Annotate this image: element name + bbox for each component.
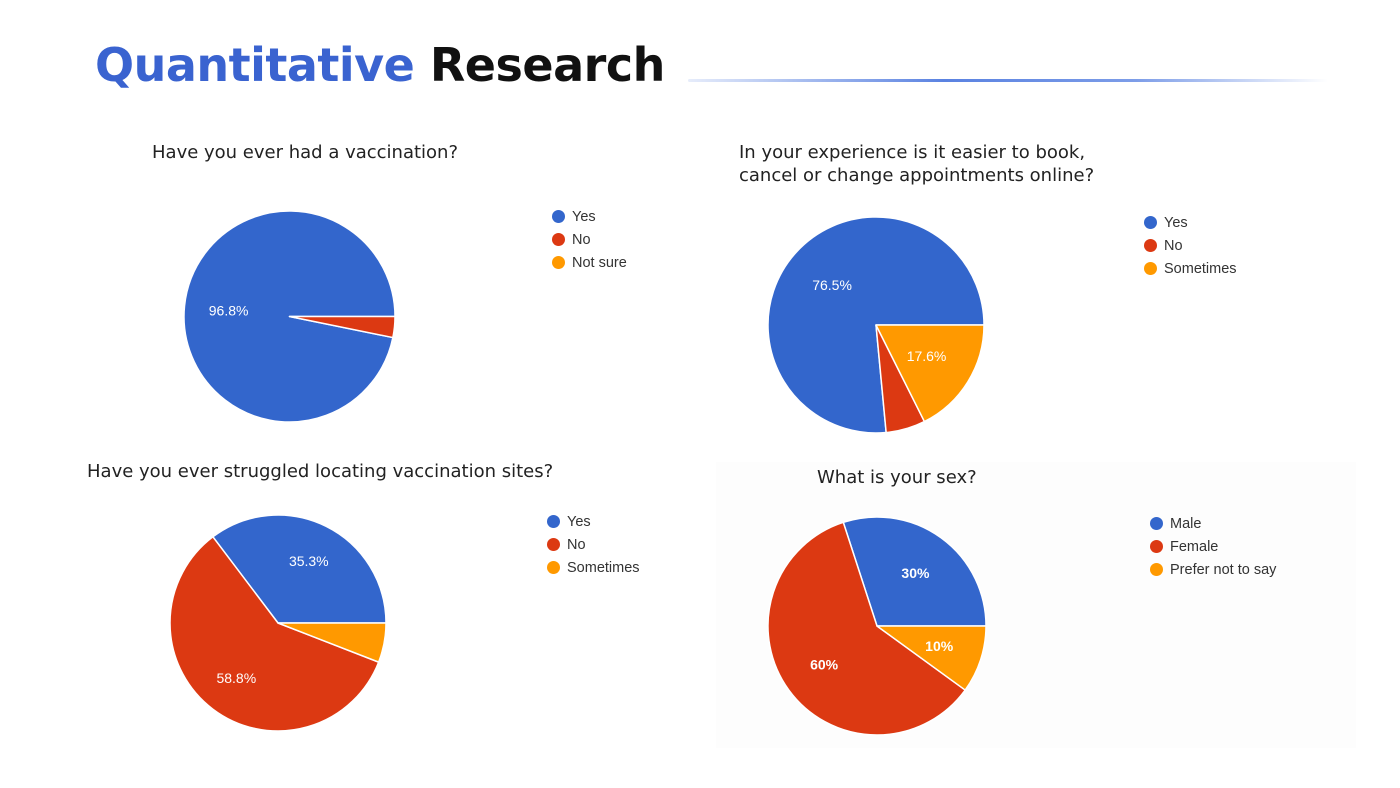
legend-label: Sometimes: [1164, 260, 1237, 277]
chart-2-label-sometimes: 17.6%: [907, 348, 947, 364]
chart-4-legend: Male Female Prefer not to say: [1150, 512, 1276, 581]
legend-label: Female: [1170, 538, 1219, 555]
chart-3-title: Have you ever struggled locating vaccina…: [87, 461, 554, 482]
legend-dot-icon: [1150, 540, 1163, 553]
chart-3-pie: 35.3% 58.8%: [169, 514, 387, 732]
legend-dot-icon: [547, 515, 560, 528]
legend-dot-icon: [1150, 563, 1163, 576]
chart-4-slice-female: [767, 521, 966, 736]
legend-label: No: [567, 536, 586, 553]
chart-4-pie: 30% 60% 10%: [767, 516, 987, 736]
legend-label: Yes: [572, 208, 596, 225]
legend-dot-icon: [547, 561, 560, 574]
chart-1-title: Have you ever had a vaccination?: [152, 142, 459, 163]
legend-label: No: [1164, 237, 1183, 254]
legend-label: Male: [1170, 515, 1202, 532]
chart-3-slice-no: [169, 536, 380, 732]
chart-4-legend-item-prefer-not-to-say: Prefer not to say: [1150, 558, 1276, 581]
chart-3-legend-item-sometimes: Sometimes: [547, 556, 640, 579]
legend-dot-icon: [547, 538, 560, 551]
legend-dot-icon: [552, 256, 565, 269]
chart-2-legend-item-yes: Yes: [1144, 211, 1237, 234]
chart-2-slice-sometimes: [875, 324, 985, 423]
legend-dot-icon: [1144, 262, 1157, 275]
chart-3-legend-item-no: No: [547, 533, 640, 556]
chart-3-slice-yes: [212, 514, 387, 624]
chart-2-legend-item-no: No: [1144, 234, 1237, 257]
legend-label: Prefer not to say: [1170, 561, 1277, 578]
chart-1-slice-no: [288, 315, 396, 339]
chart-4-title: What is your sex?: [817, 467, 977, 488]
title-divider: [688, 79, 1328, 82]
page-title-accent: Quantitative: [95, 38, 415, 92]
page-title: Quantitative Research: [95, 42, 665, 88]
chart-3-label-yes: 35.3%: [289, 553, 329, 569]
legend-label: Yes: [567, 513, 591, 530]
legend-dot-icon: [552, 210, 565, 223]
legend-label: Yes: [1164, 214, 1188, 231]
chart-1-legend-item-yes: Yes: [552, 205, 627, 228]
legend-dot-icon: [1144, 216, 1157, 229]
chart-2-legend: Yes No Sometimes: [1144, 211, 1237, 280]
chart-4-label-female: 60%: [810, 656, 839, 672]
chart-2-title-line-1: In your experience is it easier to book,: [739, 142, 1086, 163]
chart-2-slice-yes: [767, 216, 985, 434]
chart-1-pie: 96.8%: [183, 210, 396, 423]
chart-4-legend-item-male: Male: [1150, 512, 1276, 535]
chart-1-label-yes: 96.8%: [209, 302, 249, 318]
chart-2-legend-item-sometimes: Sometimes: [1144, 257, 1237, 280]
chart-4-label-prefer-not-to-say: 10%: [925, 638, 954, 654]
legend-dot-icon: [1150, 517, 1163, 530]
legend-label: Not sure: [572, 254, 627, 271]
chart-2-label-yes: 76.5%: [812, 277, 852, 293]
legend-dot-icon: [1144, 239, 1157, 252]
chart-3-legend-item-yes: Yes: [547, 510, 640, 533]
chart-2-pie: 76.5% 17.6%: [767, 216, 985, 434]
legend-dot-icon: [552, 233, 565, 246]
chart-3-label-no: 58.8%: [216, 670, 256, 686]
chart-1-legend-item-no: No: [552, 228, 627, 251]
chart-2-title-line-2: cancel or change appointments online?: [739, 165, 1095, 186]
chart-1-legend: Yes No Not sure: [552, 205, 627, 274]
legend-label: Sometimes: [567, 559, 640, 576]
page-title-rest: Research: [429, 38, 665, 92]
chart-1-legend-item-not-sure: Not sure: [552, 251, 627, 274]
chart-4-slice-male: [842, 516, 987, 627]
chart-4-label-male: 30%: [901, 565, 930, 581]
legend-label: No: [572, 231, 591, 248]
chart-2-title: In your experience is it easier to book,…: [739, 141, 1094, 187]
chart-3-slice-sometimes: [277, 622, 387, 663]
chart-3-legend: Yes No Sometimes: [547, 510, 640, 579]
chart-4-legend-item-female: Female: [1150, 535, 1276, 558]
chart-4-slice-prefer-not-to-say: [876, 625, 987, 691]
